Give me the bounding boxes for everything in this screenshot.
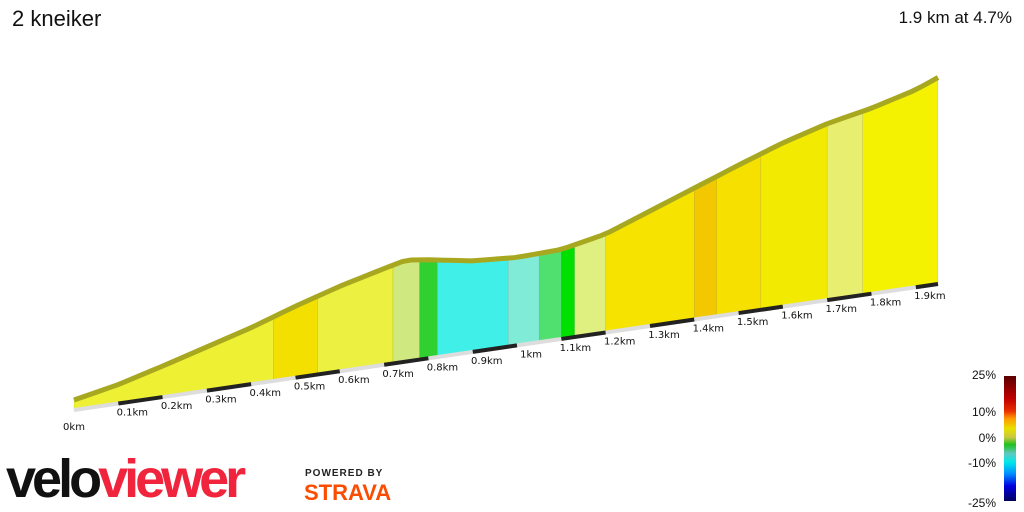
strava-logo[interactable]: STRAVA: [304, 480, 392, 505]
gradient-segment: [392, 259, 420, 364]
legend-label-neg10: -10%: [967, 456, 996, 470]
distance-tick-label: 1.5km: [737, 317, 768, 328]
distance-tick-label: 1.1km: [560, 343, 591, 354]
distance-tick-label: 0.5km: [294, 382, 325, 393]
gradient-color-bar: [1004, 376, 1016, 501]
distance-axis: [73, 282, 939, 412]
distance-tick-label: 1.2km: [604, 336, 635, 347]
distance-tick-label: 1.9km: [914, 291, 945, 302]
distance-tick-label: 0.8km: [427, 362, 458, 373]
gradient-segment: [826, 110, 863, 301]
gradient-segment: [694, 176, 717, 320]
gradient-segment: [437, 257, 509, 358]
gradient-segment: [716, 153, 762, 317]
gradient-segment: [419, 259, 438, 360]
profile-top-edge: [73, 75, 940, 403]
distance-tick-label: 1.7km: [826, 304, 857, 315]
powered-by-label: POWERED BY: [305, 468, 384, 479]
distance-tick-label: 0.4km: [250, 388, 281, 399]
legend-label-min: -25%: [967, 496, 996, 510]
gradient-segment: [561, 244, 575, 340]
distance-tick-label: 1km: [520, 349, 542, 360]
distance-tick-label: 0km: [63, 422, 85, 433]
distance-tick-label: 1.8km: [870, 298, 901, 309]
distance-tick-label: 0.3km: [205, 395, 236, 406]
distance-tick-label: 0.1km: [117, 408, 148, 419]
distance-tick-label: 1.6km: [781, 311, 812, 322]
legend-label-10: 10%: [971, 405, 996, 419]
gradient-segment: [862, 76, 939, 296]
distance-tick-label: 0.2km: [161, 401, 192, 412]
chart-title: 2 kneiker: [12, 6, 102, 31]
distance-tick-label: 1.4km: [693, 324, 724, 335]
distance-tick-label: 0.6km: [338, 375, 369, 386]
legend-label-max: 25%: [971, 368, 996, 382]
gradient-segment: [507, 253, 540, 348]
gradient-legend: 25% 10% 0% -10% -25%: [960, 368, 1024, 512]
profile-segments: [73, 76, 939, 411]
gradient-segment: [574, 233, 606, 338]
legend-label-0: 0%: [978, 431, 996, 445]
distance-tick-labels: 0km 0.1km 0.2km 0.3km 0.4km 0.5km 0.6km 0.7km 0.…: [63, 291, 946, 433]
climb-summary: 1.9 km at 4.7%: [898, 8, 1012, 27]
veloviewer-logo[interactable]: veloviewer: [6, 449, 246, 509]
gradient-segment: [538, 249, 562, 343]
distance-tick-label: 0.9km: [471, 356, 502, 367]
distance-tick-label: 0.7km: [382, 369, 413, 380]
distance-tick-label: 1.3km: [648, 330, 679, 341]
